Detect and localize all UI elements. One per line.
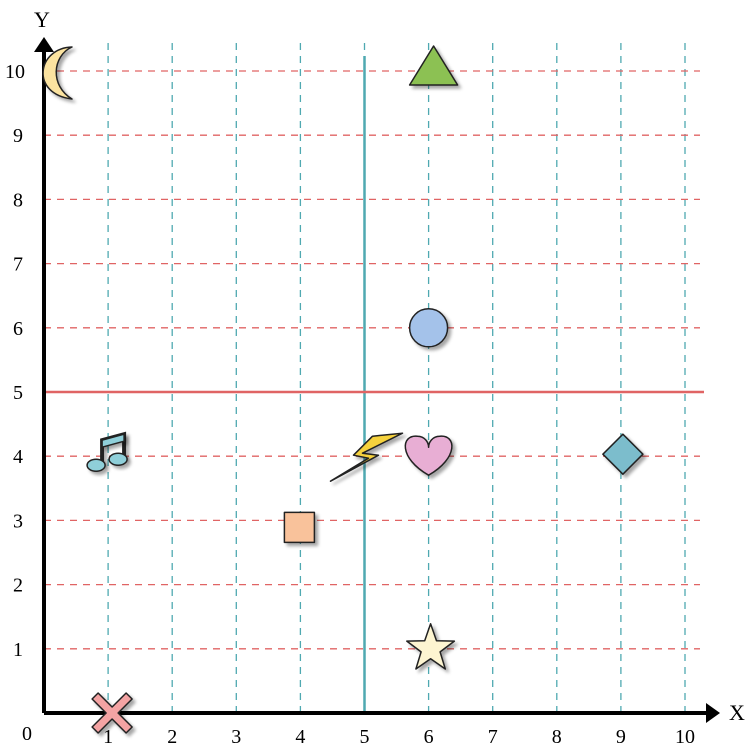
circle-icon [408,308,449,348]
y-tick-label: 10 [5,61,25,83]
heart-icon [404,435,453,476]
origin-label: 0 [22,723,32,745]
y-tick-label: 6 [13,318,23,340]
lightning-icon [329,432,404,482]
y-tick-label: 3 [13,510,23,532]
music-note-icon [86,431,128,472]
x-tick-label: 10 [675,726,695,748]
x-axis-label: X [729,700,745,725]
diamond-icon [602,433,644,475]
grid [44,40,700,713]
y-tick-label: 5 [13,382,23,404]
axes [34,37,720,723]
data-points [42,45,644,734]
x-tick-label: 2 [167,726,177,748]
y-tick-label: 1 [13,639,23,661]
y-axis-label: Y [34,7,50,32]
cross-icon [91,692,133,734]
x-tick-label: 4 [295,726,305,748]
tick-labels: 1 2 3 4 5 6 7 8 9 10 1 2 3 4 5 6 7 8 9 10 [5,61,695,748]
y-tick-label: 9 [13,125,23,147]
x-tick-label: 9 [616,726,626,748]
y-axis-arrow-icon [34,37,54,52]
y-tick-label: 4 [13,446,23,468]
square-icon [283,511,316,544]
y-tick-label: 2 [13,575,23,597]
y-tick-label: 8 [13,189,23,211]
x-tick-label: 6 [424,726,434,748]
y-tick-label: 7 [13,254,23,276]
x-axis-arrow-icon [706,703,720,723]
moon-icon [42,46,73,100]
x-tick-label: 3 [231,726,241,748]
x-tick-label: 7 [488,726,498,748]
reference-lines [44,56,704,713]
x-tick-label: 8 [552,726,562,748]
x-tick-label: 5 [360,726,370,748]
star-icon [406,623,456,670]
x-tick-label: 1 [103,726,113,748]
triangle-icon [408,45,459,86]
